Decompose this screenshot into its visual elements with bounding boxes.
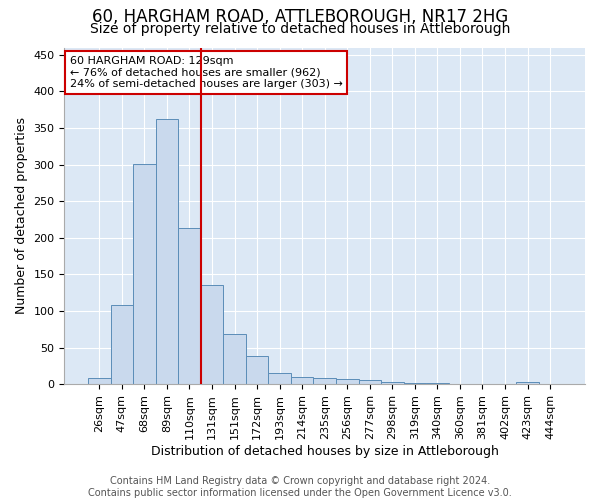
Bar	[155, 119, 178, 384]
Text: Size of property relative to detached houses in Attleborough: Size of property relative to detached ho…	[90, 22, 510, 36]
Text: 60 HARGHAM ROAD: 129sqm
← 76% of detached houses are smaller (962)
24% of semi-d: 60 HARGHAM ROAD: 129sqm ← 76% of detache…	[70, 56, 343, 89]
Bar	[336, 379, 359, 384]
Bar	[313, 378, 336, 384]
Bar	[133, 164, 155, 384]
Bar	[201, 284, 223, 384]
Y-axis label: Number of detached properties: Number of detached properties	[15, 118, 28, 314]
Bar	[381, 382, 404, 384]
Bar	[291, 377, 313, 384]
Text: Contains HM Land Registry data © Crown copyright and database right 2024.
Contai: Contains HM Land Registry data © Crown c…	[88, 476, 512, 498]
Bar	[268, 373, 291, 384]
X-axis label: Distribution of detached houses by size in Attleborough: Distribution of detached houses by size …	[151, 444, 499, 458]
Bar	[404, 382, 426, 384]
Bar	[110, 305, 133, 384]
Bar	[178, 228, 201, 384]
Bar	[246, 356, 268, 384]
Bar	[359, 380, 381, 384]
Bar	[223, 334, 246, 384]
Bar	[516, 382, 539, 384]
Text: 60, HARGHAM ROAD, ATTLEBOROUGH, NR17 2HG: 60, HARGHAM ROAD, ATTLEBOROUGH, NR17 2HG	[92, 8, 508, 26]
Bar	[88, 378, 110, 384]
